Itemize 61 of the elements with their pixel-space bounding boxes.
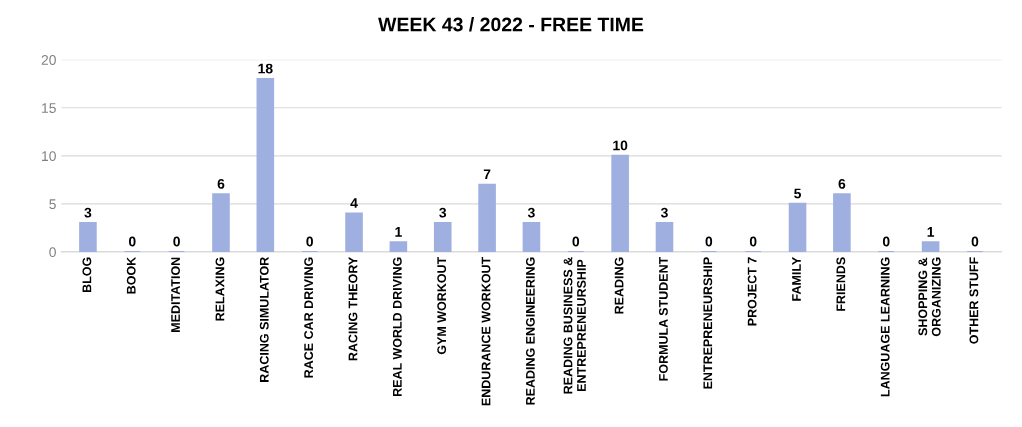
bar xyxy=(611,154,629,252)
data-label: 0 xyxy=(306,236,313,247)
x-tick-label: READING BUSINESS & ENTREPRENEURSHIP xyxy=(563,257,586,394)
data-label: 3 xyxy=(84,207,92,218)
data-label: 1 xyxy=(927,227,935,237)
x-tick-label: REAL WORLD DRIVING xyxy=(392,257,402,397)
x-tick-label: SHOPPING & ORGANIZING xyxy=(918,257,941,337)
data-label: 0 xyxy=(173,236,180,247)
data-label: 6 xyxy=(217,178,225,189)
y-tick-label: 20 xyxy=(41,55,56,65)
bar xyxy=(522,222,541,252)
x-tick-label: BOOK xyxy=(126,256,136,294)
x-tick-label: READING xyxy=(614,257,624,314)
data-label: 4 xyxy=(350,198,358,208)
chart-title: WEEK 43 / 2022 - FREE TIME xyxy=(378,17,644,32)
x-tick-label: FAMILY xyxy=(792,256,801,301)
data-label: 0 xyxy=(128,236,136,247)
data-label: 0 xyxy=(705,236,713,247)
data-label: 6 xyxy=(838,178,846,189)
data-label: 10 xyxy=(613,140,628,151)
y-tick-label: 5 xyxy=(49,199,56,210)
bar xyxy=(79,222,97,252)
bar xyxy=(256,77,275,252)
x-tick-label: RACING SIMULATOR xyxy=(259,257,269,382)
data-label: 0 xyxy=(882,236,890,247)
data-label: 0 xyxy=(572,236,580,247)
x-tick-label: FORMULA STUDENT xyxy=(659,256,668,381)
bar xyxy=(389,241,408,252)
data-label: 18 xyxy=(258,63,273,74)
y-tick-label: 10 xyxy=(42,151,56,162)
x-tick-label: MEDITATION xyxy=(171,257,180,332)
bar xyxy=(921,241,940,252)
bar xyxy=(212,193,230,252)
data-label: 3 xyxy=(527,207,535,218)
data-label: 7 xyxy=(483,169,491,180)
y-tick-label: 15 xyxy=(42,103,56,113)
x-tick-label: RELAXING xyxy=(215,257,225,321)
x-tick-label: READING ENGINEERING xyxy=(525,257,535,405)
data-label: 5 xyxy=(794,188,802,199)
y-tick-label: 0 xyxy=(49,247,56,258)
data-label: 1 xyxy=(395,227,402,237)
x-tick-label: GYM WORKOUT xyxy=(437,256,447,355)
bar xyxy=(345,212,363,252)
x-tick-label: PROJECT 7 xyxy=(747,257,757,326)
data-label: 3 xyxy=(439,207,447,218)
x-tick-label: FRIENDS xyxy=(836,257,846,311)
data-label: 0 xyxy=(749,236,757,247)
bar xyxy=(833,193,851,252)
bar xyxy=(478,183,496,252)
data-label: 0 xyxy=(971,236,979,247)
bar xyxy=(433,222,452,252)
bar xyxy=(788,202,807,252)
x-tick-label: OTHER STUFF xyxy=(969,257,979,344)
x-tick-label: BLOG xyxy=(82,257,92,293)
x-tick-label: LANGUAGE LEARNING xyxy=(880,257,890,397)
x-tick-label: ENDURANCE WORKOUT xyxy=(481,256,491,406)
x-tick-label: RACING THEORY xyxy=(348,256,358,361)
x-tick-label: ENTREPRENEURSHIP xyxy=(703,257,713,389)
bar xyxy=(655,222,674,252)
x-tick-label: RACE CAR DRIVING xyxy=(304,257,314,378)
data-label: 3 xyxy=(660,207,668,218)
